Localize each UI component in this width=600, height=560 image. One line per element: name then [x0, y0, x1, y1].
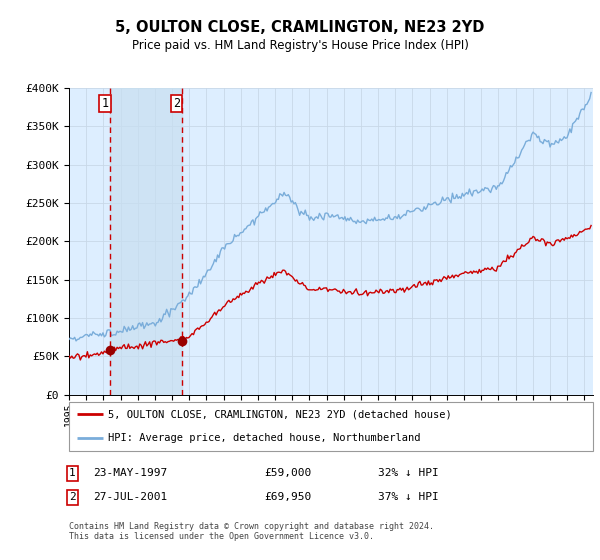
Text: £59,000: £59,000 — [264, 468, 311, 478]
Text: Price paid vs. HM Land Registry's House Price Index (HPI): Price paid vs. HM Land Registry's House … — [131, 39, 469, 52]
Text: HPI: Average price, detached house, Northumberland: HPI: Average price, detached house, Nort… — [108, 433, 421, 443]
Text: 5, OULTON CLOSE, CRAMLINGTON, NE23 2YD (detached house): 5, OULTON CLOSE, CRAMLINGTON, NE23 2YD (… — [108, 409, 452, 419]
Text: 37% ↓ HPI: 37% ↓ HPI — [378, 492, 439, 502]
Text: 32% ↓ HPI: 32% ↓ HPI — [378, 468, 439, 478]
Text: Contains HM Land Registry data © Crown copyright and database right 2024.
This d: Contains HM Land Registry data © Crown c… — [69, 522, 434, 542]
Text: 2: 2 — [173, 97, 180, 110]
Text: 23-MAY-1997: 23-MAY-1997 — [93, 468, 167, 478]
Text: 27-JUL-2001: 27-JUL-2001 — [93, 492, 167, 502]
FancyBboxPatch shape — [69, 402, 593, 451]
Text: 2: 2 — [69, 492, 76, 502]
Bar — [110, 88, 182, 395]
Text: £69,950: £69,950 — [264, 492, 311, 502]
Text: 1: 1 — [101, 97, 109, 110]
Text: 5, OULTON CLOSE, CRAMLINGTON, NE23 2YD: 5, OULTON CLOSE, CRAMLINGTON, NE23 2YD — [115, 20, 485, 35]
Text: 1: 1 — [69, 468, 76, 478]
